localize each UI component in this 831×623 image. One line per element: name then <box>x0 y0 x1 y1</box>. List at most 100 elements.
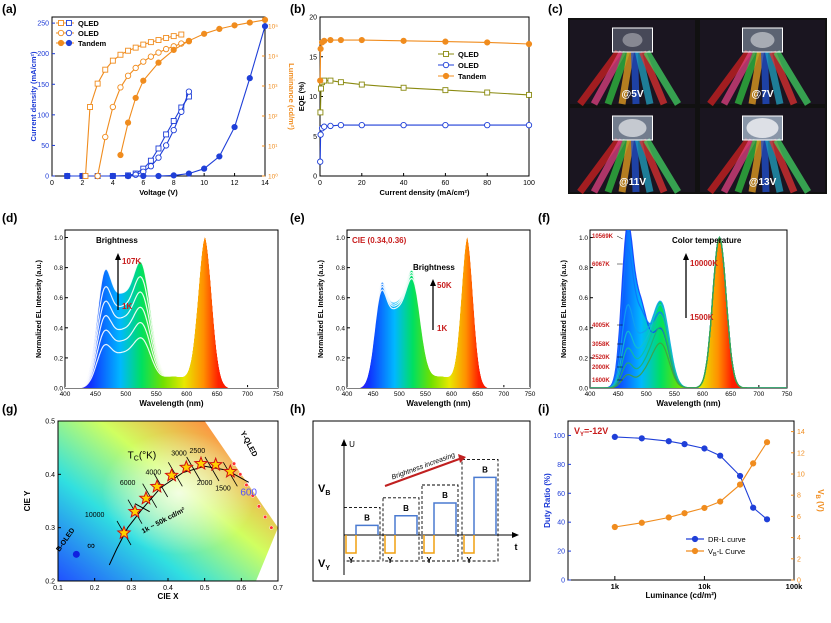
b-pulse-label: B <box>364 513 370 522</box>
series-line-oled-j <box>67 91 190 177</box>
cct-label: 600 <box>240 488 257 499</box>
vy-note: VY=-12V <box>574 426 608 438</box>
mixed-color-star <box>193 455 209 470</box>
series-line-tandem <box>319 39 530 81</box>
glow-stick <box>643 138 681 194</box>
period-box <box>421 484 459 562</box>
annotation-high: 10000K <box>690 259 718 268</box>
x-tick-label: 550 <box>669 391 680 398</box>
x-tick-label: 0.2 <box>90 585 100 592</box>
legend-marker <box>65 29 73 37</box>
glow-stick <box>720 50 756 106</box>
tc-unit: (°K) <box>139 450 156 461</box>
glow-stick <box>604 138 630 194</box>
data-point <box>638 519 645 526</box>
y-tick-label: 1.0 <box>336 235 345 242</box>
data-point <box>124 119 132 126</box>
x-tick-label: 100k <box>786 582 804 591</box>
x-axis-label: Voltage (V) <box>139 188 178 197</box>
data-point <box>117 84 124 91</box>
y-tick-label: 0.8 <box>54 265 63 272</box>
x-tick-label: 2 <box>80 180 84 187</box>
legend-label: Tandem <box>458 72 487 81</box>
x-axis-label: CIE X <box>158 592 180 601</box>
cct-label: 2000 <box>197 480 213 487</box>
legend-label: Tandem <box>78 39 107 48</box>
glow-stick <box>748 139 764 193</box>
vy-note-symbol: V <box>574 426 580 436</box>
x-tick-label: 4 <box>111 180 115 187</box>
data-point <box>132 171 139 178</box>
curve-label: 4005K <box>592 323 610 329</box>
mixed-color-star <box>127 503 143 518</box>
y-pulse-label: Y <box>466 556 472 565</box>
photo-voltage-label: @11V <box>619 177 646 188</box>
data-point <box>750 460 757 467</box>
x-tick-label: 600 <box>181 391 192 398</box>
x-tick-label: 650 <box>212 391 223 398</box>
y-tick-label-left: 60 <box>557 491 565 498</box>
y-tick-label-left: 20 <box>557 549 565 556</box>
data-point <box>94 80 101 87</box>
legend-label: VB-L Curve <box>708 547 745 558</box>
x-tick-label: 700 <box>498 391 509 398</box>
legend-label: QLED <box>78 19 99 28</box>
data-point <box>442 87 449 94</box>
annotation-cie: CIE (0.34,0.36) <box>352 236 407 245</box>
glow-stick <box>748 51 764 105</box>
cct-label: ∞ <box>87 540 95 552</box>
y-axis-label-right: VB (V) <box>814 489 825 512</box>
y-tick-label-right: 12 <box>797 450 805 457</box>
glow-stick <box>631 51 640 105</box>
data-point <box>147 53 155 60</box>
data-point <box>162 45 170 53</box>
legend-marker <box>442 61 450 69</box>
data-point <box>170 126 177 134</box>
data-point <box>701 504 708 512</box>
curve-label: 3058K <box>592 342 610 348</box>
data-point <box>178 31 185 38</box>
y-tick-label: 0.6 <box>579 295 588 302</box>
data-point <box>321 37 328 44</box>
glow-stick <box>769 138 798 194</box>
cct-label: 1500 <box>215 485 231 492</box>
device-glow <box>746 118 779 138</box>
vb-subscript: B <box>325 490 330 497</box>
cie-gamut <box>58 421 278 581</box>
glow-stick <box>734 50 760 106</box>
cct-label: 3000 <box>171 451 187 458</box>
curve-label: 2000K <box>592 365 610 371</box>
data-point <box>358 121 365 129</box>
panel-i-duty-ratio-chart: (i)1k 10k 100k02040608010002468101214Lumin… <box>538 402 825 600</box>
panel-a-jvl-chart: (a) 0 2 4 6 8 10 12 14 0 50 100 150 200 250 10⁰ 10¹ 10² 10… <box>2 2 296 197</box>
data-point <box>717 498 724 505</box>
data-point <box>155 154 162 161</box>
y-axis-label-left: Current density (mA/cm²) <box>29 51 38 142</box>
data-point <box>216 25 223 33</box>
y-tick-label: 5 <box>313 134 317 141</box>
device-cube <box>742 27 783 53</box>
y-axis-label: Normalized EL Intensity (a.u.) <box>36 260 43 358</box>
x-tick-label: 750 <box>273 391 284 398</box>
data-point <box>185 170 193 177</box>
y-tick-label-right: 10² <box>268 114 278 121</box>
b-pulse <box>394 515 418 535</box>
glow-stick <box>590 50 626 106</box>
glow-stick <box>773 138 811 194</box>
x-tick-label: 600 <box>697 391 708 398</box>
x-axis-label: Luminance (cd/m²) <box>645 591 716 600</box>
period-box <box>343 506 381 562</box>
data-point <box>611 523 618 531</box>
data-point <box>163 34 170 41</box>
b-pulse-label: B <box>442 491 448 500</box>
data-point <box>155 172 162 180</box>
panel-label: (i) <box>538 402 549 416</box>
glow-stick <box>765 139 784 193</box>
x-tick-label: 100 <box>523 180 535 187</box>
x-tick-label: 450 <box>90 391 101 398</box>
data-point <box>327 122 334 130</box>
mixed-color-star <box>116 525 132 540</box>
glow-stick <box>604 50 630 106</box>
panel-d-el-spectra-brightness: (d) 400 450 500 550 600 650 700 750 0.0 0.2 0.4 0.6 0… <box>2 211 284 408</box>
